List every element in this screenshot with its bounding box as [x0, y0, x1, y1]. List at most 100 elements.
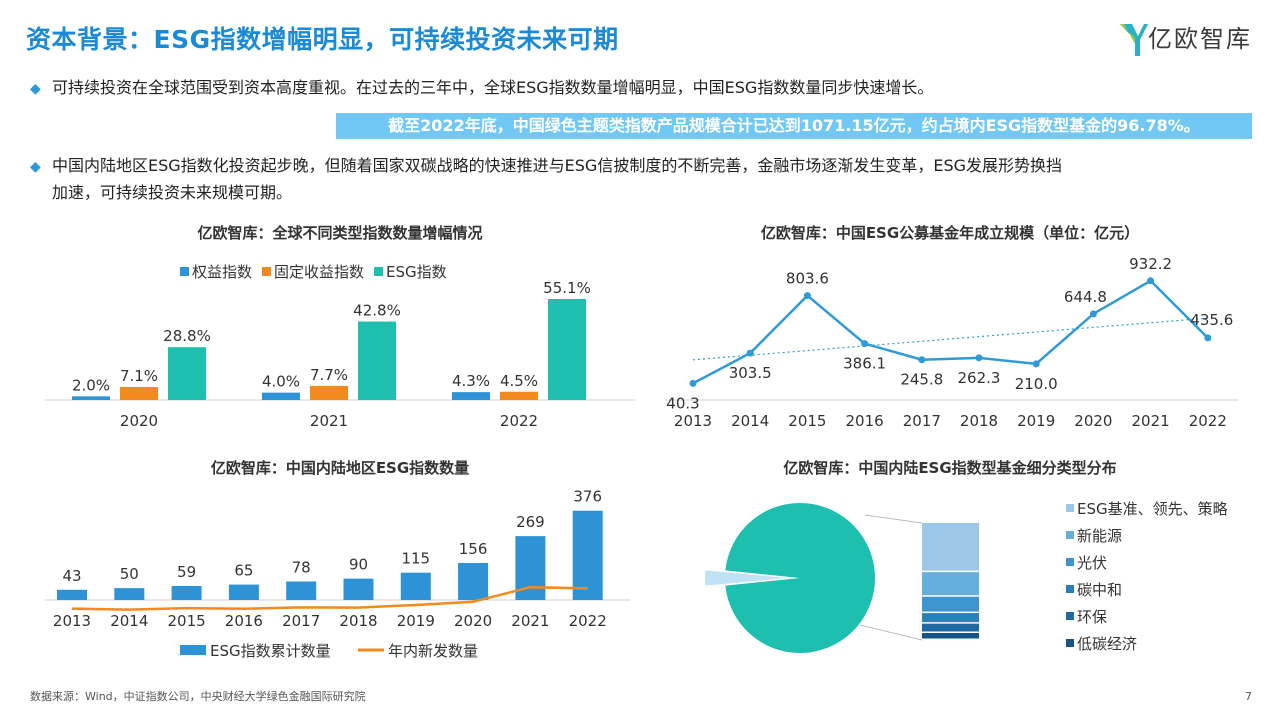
bar — [72, 396, 110, 400]
bar — [500, 391, 538, 400]
chart3-title: 亿欧智库：中国内陆地区ESG指数数量 — [210, 459, 470, 477]
bar — [286, 581, 317, 600]
data-label: 376 — [573, 490, 602, 506]
tick-label: 2017 — [903, 412, 941, 430]
tick-label: 2019 — [397, 612, 435, 630]
tick-label: 2018 — [960, 412, 998, 430]
bar — [310, 385, 348, 400]
bar — [400, 572, 431, 600]
data-source: 数据来源：Wind，中证指数公司，中央财经大学绿色金融国际研究院 — [30, 690, 366, 703]
bar — [343, 578, 374, 600]
page-title: 资本背景：ESG指数增幅明显，可持续投资未来可期 — [26, 25, 619, 54]
tick-label: 2019 — [1017, 412, 1055, 430]
data-label: 932.2 — [1129, 255, 1172, 273]
data-label: 2.0% — [72, 376, 110, 394]
bar — [452, 392, 490, 400]
legend-swatch — [1066, 531, 1074, 539]
data-label: 55.1% — [543, 279, 591, 297]
tick-label: 2013 — [674, 412, 712, 430]
tick-label: 2022 — [569, 612, 607, 630]
legend-swatch — [1066, 585, 1074, 593]
bullet-2: ◆ 中国内陆地区ESG指数化投资起步晚，但随着国家双碳战略的快速推进与ESG信披制… — [30, 153, 1062, 205]
legend-swatch — [1066, 558, 1074, 566]
stack-segment — [922, 632, 979, 639]
stack-segment — [922, 623, 979, 632]
legend-label: 碳中和 — [1077, 581, 1122, 599]
legend-label: 权益指数 — [192, 263, 252, 281]
bar — [57, 589, 87, 600]
data-label: 644.8 — [1064, 288, 1107, 306]
bar — [572, 510, 603, 600]
tick-label: 2016 — [225, 612, 263, 630]
data-label: 4.3% — [452, 372, 490, 390]
tick-label: 2015 — [788, 412, 826, 430]
data-point — [803, 292, 811, 300]
pie-slice — [705, 570, 788, 586]
data-label: 803.6 — [786, 270, 829, 288]
tick-label: 2015 — [168, 612, 206, 630]
data-label: 435.6 — [1190, 311, 1233, 329]
data-point — [918, 356, 926, 364]
tick-label: 2020 — [1074, 412, 1112, 430]
chart2-title: 亿欧智库：中国ESG公募基金年成立规模（单位：亿元） — [760, 224, 1140, 242]
logo-icon — [1120, 24, 1148, 56]
bar — [114, 588, 145, 600]
data-point — [1147, 277, 1155, 285]
connector — [864, 514, 923, 524]
data-label: 90 — [349, 556, 368, 574]
bar — [358, 321, 396, 400]
data-label: 7.7% — [310, 366, 348, 384]
data-label: 40.3 — [666, 394, 699, 412]
legend-label: ESG指数累计数量 — [210, 642, 331, 660]
stack-segment — [922, 523, 979, 571]
data-label: 262.3 — [958, 369, 1001, 387]
legend-label: 环保 — [1077, 608, 1107, 626]
data-point — [689, 379, 697, 387]
bullet-2-text-line1: 中国内陆地区ESG指数化投资起步晚，但随着国家双碳战略的快速推进与ESG信披制度… — [52, 156, 1062, 175]
tick-label: 2020 — [120, 412, 158, 430]
chart1-title: 亿欧智库：全球不同类型指数数量增幅情况 — [197, 224, 483, 242]
data-label: 4.0% — [262, 373, 300, 391]
tick-label: 2021 — [1132, 412, 1170, 430]
tick-label: 2017 — [282, 612, 320, 630]
data-point — [1032, 360, 1040, 368]
trendline — [692, 317, 1208, 361]
tick-label: 2014 — [110, 612, 148, 630]
bullet-2-text-line2: 加速，可持续投资未来规模可期。 — [52, 183, 293, 202]
legend-label: ESG指数 — [386, 263, 447, 281]
chart4-title: 亿欧智库：中国内陆ESG指数型基金细分类型分布 — [783, 459, 1117, 477]
stack-segment — [922, 596, 979, 612]
legend-swatch — [180, 645, 206, 655]
legend-label: 低碳经济 — [1077, 635, 1137, 653]
stack-segment — [922, 572, 979, 596]
page-number: 7 — [1245, 690, 1252, 703]
data-point — [861, 340, 869, 348]
data-label: 43 — [62, 567, 81, 585]
data-point — [746, 349, 754, 357]
series-line — [692, 279, 1209, 385]
bar — [120, 386, 158, 400]
legend-swatch — [1066, 612, 1074, 620]
data-label: 7.1% — [120, 367, 158, 385]
series-line — [71, 585, 588, 611]
data-label: 210.0 — [1015, 375, 1058, 393]
tick-label: 2022 — [500, 412, 538, 430]
stack-segment — [922, 613, 979, 623]
bullet-1: ◆ 可持续投资在全球范围受到资本高度重视。在过去的三年中，全球ESG指数数量增幅明… — [30, 75, 933, 102]
diamond-icon: ◆ — [30, 81, 41, 97]
bullet-1-text: 可持续投资在全球范围受到资本高度重视。在过去的三年中，全球ESG指数数量增幅明显… — [52, 78, 934, 97]
legend-swatch — [1066, 504, 1074, 512]
bar — [458, 562, 489, 600]
legend-swatch — [262, 267, 271, 276]
bar — [262, 392, 300, 400]
logo-text: 亿欧智库 — [1148, 25, 1252, 53]
bar — [171, 585, 202, 600]
data-label: 156 — [459, 540, 488, 558]
data-label: 115 — [401, 550, 430, 568]
tick-label: 2016 — [846, 412, 884, 430]
data-label: 269 — [516, 513, 545, 531]
tick-label: 2020 — [454, 612, 492, 630]
data-point — [975, 354, 983, 362]
